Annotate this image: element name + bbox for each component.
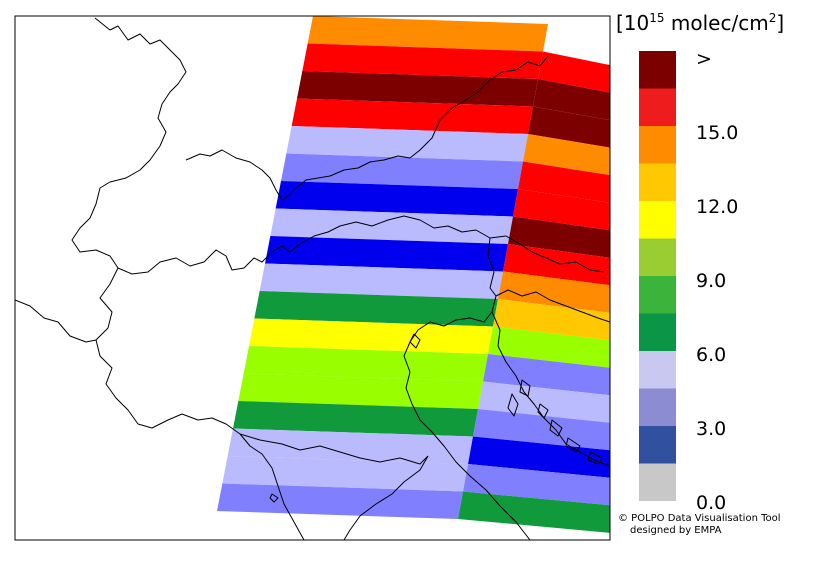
map-frame — [14, 15, 611, 541]
swath-band-east — [478, 381, 610, 423]
border-slovenia-croatia — [495, 289, 610, 323]
legend-swatch — [639, 201, 676, 239]
swath-band-east — [473, 409, 610, 451]
swath-band-west — [291, 98, 533, 134]
island-rab — [537, 403, 549, 419]
border-italy-interior — [343, 455, 429, 540]
swath-band-west — [275, 181, 518, 217]
legend-swatch — [639, 463, 676, 501]
border-france-italy — [95, 267, 139, 425]
swath-band-east — [498, 271, 610, 313]
legend-swatch — [639, 276, 676, 314]
legend-tick-label: 0.0 — [696, 492, 726, 514]
border-austria-italy — [289, 215, 507, 253]
border-switzerland-south — [117, 245, 291, 275]
border-france-switzerland — [71, 17, 187, 269]
swath-band-west — [297, 71, 538, 107]
swath-band-west — [286, 126, 528, 162]
swath-band-west — [238, 373, 483, 409]
legend-swatch — [639, 126, 676, 164]
legend-tick-label: 9.0 — [696, 270, 726, 292]
island-elba — [269, 493, 279, 503]
credit-line-2: designed by EMPA — [630, 525, 722, 536]
legend-swatch — [639, 51, 676, 89]
swath-band-west — [249, 318, 493, 354]
swath-band-east — [533, 79, 610, 121]
swath-band-east — [493, 299, 610, 341]
swath-band-east — [483, 354, 610, 396]
legend-swatch — [639, 163, 676, 201]
legend-tick-label: 15.0 — [696, 122, 738, 144]
swath-band-west — [217, 483, 463, 519]
swath-band-east — [508, 216, 610, 258]
swath-band-west — [281, 153, 523, 189]
border-italy-regions — [239, 433, 429, 465]
credit-line-1: © POLPO Data Visualisation Tool — [618, 513, 781, 524]
border-switzerland-north — [185, 149, 289, 201]
island-pag — [549, 419, 563, 437]
swath-band-west — [302, 43, 543, 79]
swath-band-east — [528, 106, 610, 148]
swath-band-east — [468, 436, 610, 478]
legend-tick-label: 6.0 — [696, 344, 726, 366]
border-austria-slovenia — [505, 235, 605, 273]
coast-istria-croatia — [491, 311, 610, 467]
legend-swatch — [639, 238, 676, 276]
swath-band-east — [503, 244, 610, 286]
swath-band-west — [307, 16, 548, 52]
swath-band-west — [265, 236, 508, 272]
swath-band-west — [259, 263, 503, 299]
swath-band-west — [233, 401, 478, 437]
swath-band-west — [270, 208, 513, 244]
island-dugi — [565, 437, 581, 453]
color-legend: >15.012.09.06.03.00.0< — [639, 48, 738, 514]
swath-band-east — [518, 161, 610, 203]
island-brac — [587, 451, 603, 465]
legend-tick-label: > — [696, 48, 712, 70]
legend-tick-label: 3.0 — [696, 418, 726, 440]
legend-swatch — [639, 351, 676, 389]
swath-band-west — [243, 346, 488, 382]
border-liechtenstein-area — [287, 155, 411, 197]
island-cres — [507, 393, 519, 417]
swath-band-east — [523, 134, 610, 176]
island-lagoon — [409, 333, 421, 349]
legend-swatch — [639, 388, 676, 426]
swath-band-west — [222, 456, 468, 492]
swath-band-east — [538, 51, 610, 93]
swath-band-east — [488, 326, 610, 368]
swath-band-west — [227, 428, 473, 464]
legend-swatch — [639, 88, 676, 126]
border-austria-germany — [409, 55, 549, 159]
country-borders — [15, 17, 610, 540]
swath-band-east — [513, 189, 610, 231]
legend-tick-label: 12.0 — [696, 196, 738, 218]
coast-adriatic-north — [403, 317, 531, 540]
legend-swatch — [639, 313, 676, 351]
legend-swatch — [639, 426, 676, 464]
satellite-swath — [217, 16, 610, 533]
swath-band-east — [463, 464, 610, 506]
swath-band-west — [254, 291, 498, 327]
island-krk — [519, 379, 531, 397]
legend-units-title: [1015 molec/cm2] — [616, 11, 784, 35]
border-france-west — [15, 299, 97, 343]
